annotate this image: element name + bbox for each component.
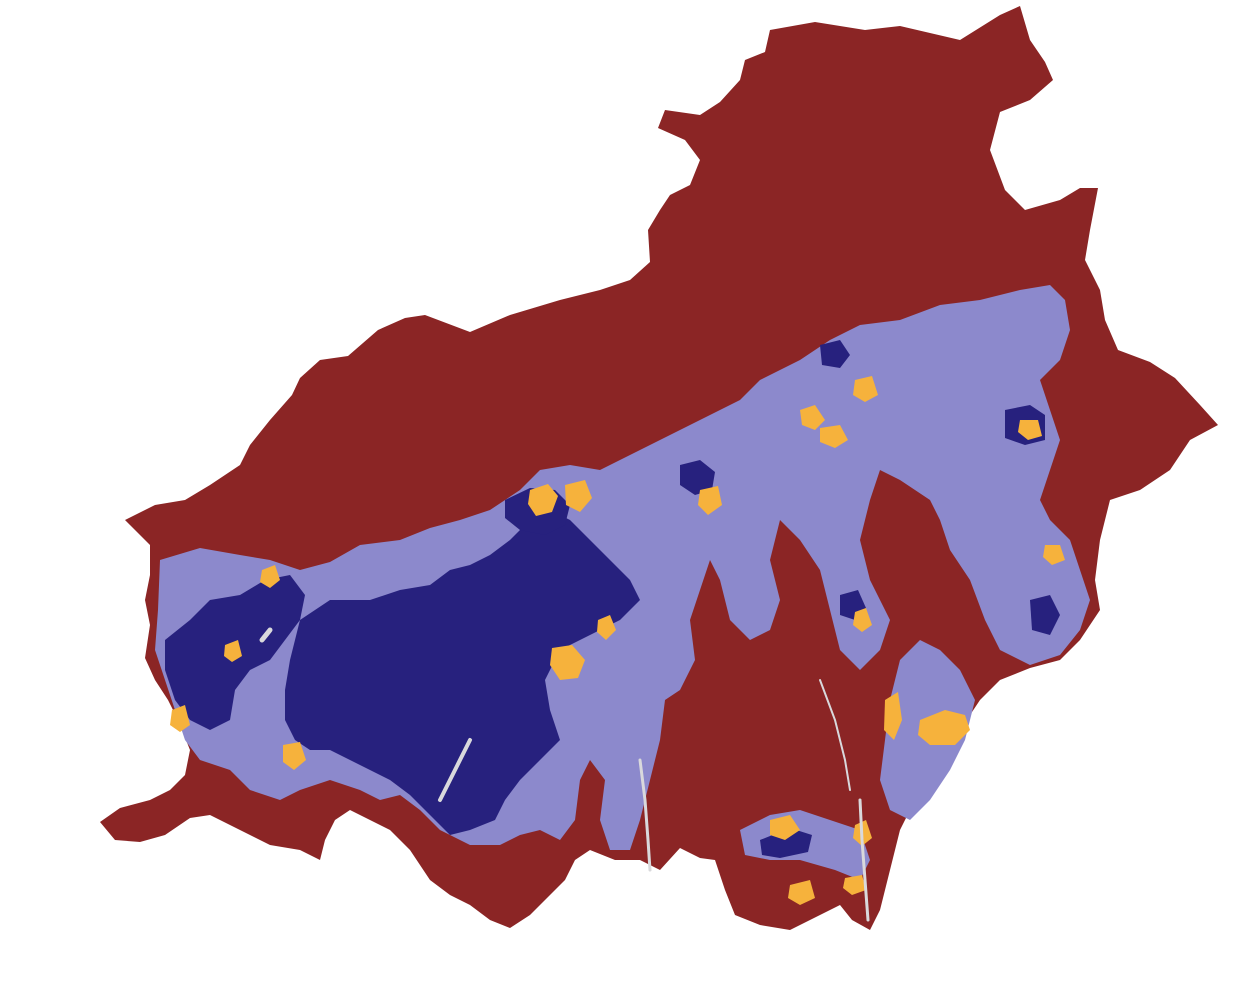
highlight-patch-12 [918, 710, 970, 745]
highlight-patch-9 [1018, 420, 1042, 440]
highlight-patch-18 [170, 705, 190, 732]
highlight-patch-8 [853, 376, 878, 402]
highlight-patch-14 [770, 815, 800, 840]
river-1 [438, 738, 472, 802]
highlight-patch-13 [884, 692, 902, 740]
highlight-patch-6 [800, 405, 825, 430]
high-zone-east-2 [680, 460, 715, 495]
highlight-patch-7 [820, 425, 848, 448]
highlight-patch-2 [565, 480, 592, 512]
highlight-patch-11 [853, 608, 872, 632]
highlight-patch-3 [550, 645, 585, 680]
high-zone-east-3 [820, 340, 850, 368]
river-3 [858, 798, 870, 922]
highlight-patch-21 [224, 640, 242, 662]
highlight-patch-19 [283, 742, 306, 770]
highlight-patch-4 [597, 615, 616, 640]
highlight-patch-16 [843, 875, 866, 895]
highlight-class-layer [170, 376, 1065, 905]
highlight-patch-20 [260, 565, 280, 588]
highlight-patch-15 [788, 880, 815, 905]
highlight-patch-10 [1043, 545, 1065, 565]
highlight-patch-1 [528, 484, 558, 516]
water-features [259, 627, 870, 922]
high-zone-main [285, 510, 640, 835]
river-5 [259, 627, 273, 643]
river-4 [819, 679, 851, 791]
river-2 [638, 758, 652, 872]
high-zone-east-4 [1030, 595, 1060, 635]
highlight-patch-5 [698, 486, 722, 515]
